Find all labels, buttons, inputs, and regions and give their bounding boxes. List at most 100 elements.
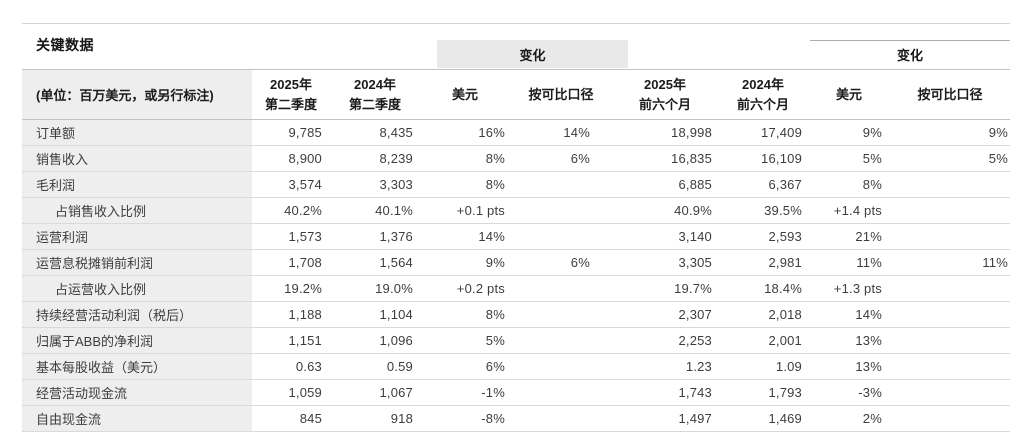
cell: 5% bbox=[420, 327, 510, 354]
cell: 14% bbox=[808, 301, 890, 328]
cell bbox=[890, 353, 1010, 380]
cell: -1% bbox=[420, 379, 510, 406]
cell: 19.2% bbox=[252, 275, 330, 302]
cell: 16,109 bbox=[718, 145, 808, 172]
cell: 18.4% bbox=[718, 275, 808, 302]
cell: +0.1 pts bbox=[420, 197, 510, 224]
cell: 1,067 bbox=[330, 379, 420, 406]
row-label: 销售收入 bbox=[22, 145, 252, 172]
table-row-net-income-abb: 归属于ABB的净利润 1,151 1,096 5% 2,253 2,001 13… bbox=[22, 327, 1010, 354]
cell: 1,497 bbox=[612, 405, 718, 432]
row-label: 运营息税摊销前利润 bbox=[22, 249, 252, 276]
cell: 17,409 bbox=[718, 119, 808, 146]
col-header-h1-2024: 2024年 前六个月 bbox=[718, 69, 808, 120]
cell: -8% bbox=[420, 405, 510, 432]
cell: 1,376 bbox=[330, 223, 420, 250]
cell: 14% bbox=[510, 119, 612, 146]
cell: 14% bbox=[420, 223, 510, 250]
cell: 39.5% bbox=[718, 197, 808, 224]
cell: 1,059 bbox=[252, 379, 330, 406]
cell: 1.09 bbox=[718, 353, 808, 380]
row-label: 持续经营活动利润（税后） bbox=[22, 301, 252, 328]
change-group-header-halfyear: 变化 bbox=[810, 40, 1010, 68]
cell: 40.2% bbox=[252, 197, 330, 224]
cell: 8% bbox=[420, 171, 510, 198]
cell: 1.23 bbox=[612, 353, 718, 380]
table-row-gross-margin: 占销售收入比例 40.2% 40.1% +0.1 pts 40.9% 39.5%… bbox=[22, 197, 1010, 224]
cell: 6,367 bbox=[718, 171, 808, 198]
table-row-gross-profit: 毛利润 3,574 3,303 8% 6,885 6,367 8% bbox=[22, 171, 1010, 198]
cell: 8,435 bbox=[330, 119, 420, 146]
cell: 0.63 bbox=[252, 353, 330, 380]
cell: 2,593 bbox=[718, 223, 808, 250]
cell: 13% bbox=[808, 353, 890, 380]
cell: 19.7% bbox=[612, 275, 718, 302]
cell: 1,104 bbox=[330, 301, 420, 328]
column-header-row: (单位：百万美元，或另行标注) 2025年 第二季度 2024年 第二季度 美元… bbox=[22, 69, 1010, 120]
cell: 9% bbox=[808, 119, 890, 146]
cell: 845 bbox=[252, 405, 330, 432]
cell: 1,793 bbox=[718, 379, 808, 406]
cell: 3,140 bbox=[612, 223, 718, 250]
cell: 9% bbox=[890, 119, 1010, 146]
col-header-h1-2025: 2025年 前六个月 bbox=[612, 69, 718, 120]
row-label: 毛利润 bbox=[22, 171, 252, 198]
cell: 2,307 bbox=[612, 301, 718, 328]
cell bbox=[890, 379, 1010, 406]
table-row-orders: 订单额 9,785 8,435 16% 14% 18,998 17,409 9%… bbox=[22, 119, 1010, 146]
col-header-comparable-halfyear: 按可比口径 bbox=[890, 69, 1010, 120]
cell: 918 bbox=[330, 405, 420, 432]
cell bbox=[890, 327, 1010, 354]
col-header-q2-2024: 2024年 第二季度 bbox=[330, 69, 420, 120]
cell: +0.2 pts bbox=[420, 275, 510, 302]
table-row-basic-eps: 基本每股收益（美元） 0.63 0.59 6% 1.23 1.09 13% bbox=[22, 353, 1010, 380]
table-row-cash-flow-operations: 经营活动现金流 1,059 1,067 -1% 1,743 1,793 -3% bbox=[22, 379, 1010, 406]
cell: 6,885 bbox=[612, 171, 718, 198]
cell: 8% bbox=[420, 301, 510, 328]
table-row-operational-profit: 运营利润 1,573 1,376 14% 3,140 2,593 21% bbox=[22, 223, 1010, 250]
page-title: 关键数据 bbox=[36, 37, 94, 53]
table-row-free-cash-flow: 自由现金流 845 918 -8% 1,497 1,469 2% bbox=[22, 405, 1010, 432]
cell: 1,096 bbox=[330, 327, 420, 354]
cell: 9% bbox=[420, 249, 510, 276]
table-row-income-continuing-ops: 持续经营活动利润（税后） 1,188 1,104 8% 2,307 2,018 … bbox=[22, 301, 1010, 328]
row-label: 订单额 bbox=[22, 119, 252, 146]
cell: 9,785 bbox=[252, 119, 330, 146]
cell: 2,001 bbox=[718, 327, 808, 354]
cell: +1.3 pts bbox=[808, 275, 890, 302]
key-data-table-wrapper: 关键数据 变化 变化 (单位：百万美元，或另行标注) 2025年 第二季度 20… bbox=[22, 23, 1010, 432]
cell: 8% bbox=[808, 171, 890, 198]
col-header-usd-quarter: 美元 bbox=[420, 69, 510, 120]
col-header-usd-halfyear: 美元 bbox=[808, 69, 890, 120]
unit-note: (单位：百万美元，或另行标注) bbox=[22, 69, 252, 120]
cell: 6% bbox=[510, 249, 612, 276]
row-label: 占运营收入比例 bbox=[22, 275, 252, 302]
cell bbox=[510, 223, 612, 250]
cell: 11% bbox=[890, 249, 1010, 276]
cell: 40.1% bbox=[330, 197, 420, 224]
cell: 1,151 bbox=[252, 327, 330, 354]
row-label: 经营活动现金流 bbox=[22, 379, 252, 406]
cell: 40.9% bbox=[612, 197, 718, 224]
row-label: 运营利润 bbox=[22, 223, 252, 250]
cell: 21% bbox=[808, 223, 890, 250]
cell: 5% bbox=[808, 145, 890, 172]
cell: 18,998 bbox=[612, 119, 718, 146]
col-header-comparable-quarter: 按可比口径 bbox=[510, 69, 612, 120]
cell: 2,981 bbox=[718, 249, 808, 276]
cell: 19.0% bbox=[330, 275, 420, 302]
cell: 1,573 bbox=[252, 223, 330, 250]
cell: 8,239 bbox=[330, 145, 420, 172]
cell bbox=[890, 301, 1010, 328]
row-label: 占销售收入比例 bbox=[22, 197, 252, 224]
cell: 2,253 bbox=[612, 327, 718, 354]
row-label: 基本每股收益（美元） bbox=[22, 353, 252, 380]
cell: 1,469 bbox=[718, 405, 808, 432]
cell: 8% bbox=[420, 145, 510, 172]
cell: -3% bbox=[808, 379, 890, 406]
cell: 6% bbox=[510, 145, 612, 172]
cell: 16,835 bbox=[612, 145, 718, 172]
cell bbox=[890, 223, 1010, 250]
cell: 13% bbox=[808, 327, 890, 354]
